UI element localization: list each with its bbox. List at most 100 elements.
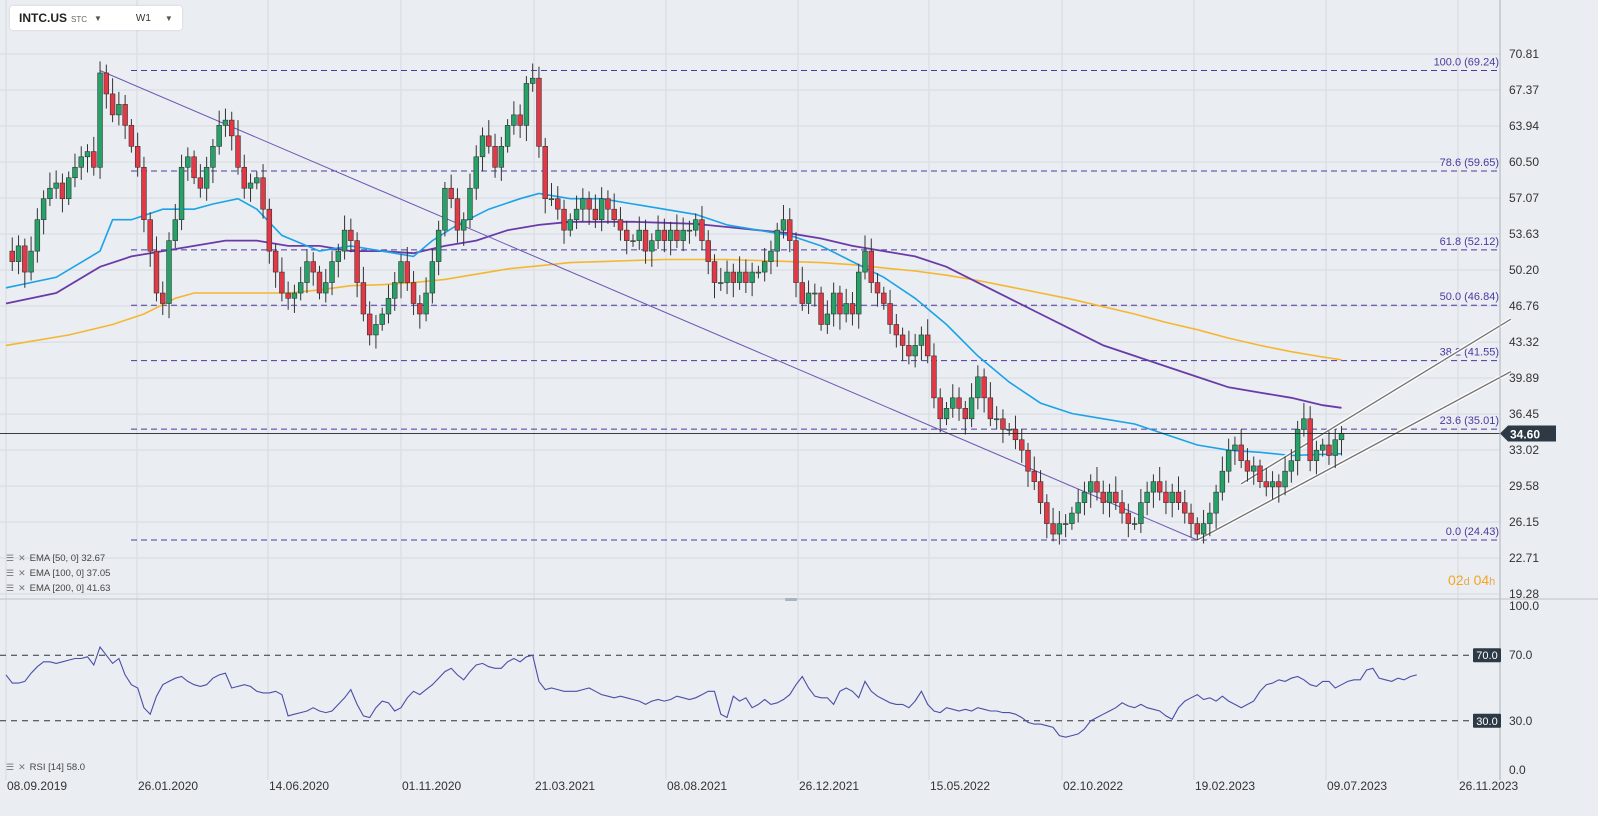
candle-down	[59, 182, 66, 200]
candle-down	[1156, 481, 1163, 493]
candle-up	[950, 397, 956, 409]
candle-down	[937, 397, 943, 420]
candle-down	[9, 250, 15, 262]
price-tick-label: 67.37	[1509, 83, 1539, 97]
candle-down	[109, 93, 116, 116]
candle-down	[1000, 418, 1006, 430]
symbol-selector[interactable]: INTC.US STC ▼ W1 ▼	[10, 6, 182, 30]
candle-up	[680, 229, 686, 241]
candle-down	[874, 282, 881, 294]
candle-up	[1313, 449, 1320, 462]
axes: 70.81 67.37 63.94 60.50 57.07 53.63 50.20 46.76…	[0, 0, 1598, 793]
candle-up	[216, 125, 222, 147]
candle-up	[1088, 481, 1094, 493]
channel-lower-line	[1196, 370, 1512, 541]
fibonacci-levels[interactable]: 100.0 (69.24) 78.6 (59.65) 61.8 (52.12) 50.…	[131, 56, 1500, 541]
candle-up	[72, 166, 78, 179]
candle-down	[492, 146, 498, 168]
candle-up	[1288, 460, 1295, 472]
symbol-name[interactable]: INTC.US	[19, 11, 67, 25]
candle-up	[968, 397, 975, 420]
candle-down	[617, 219, 624, 231]
date-tick-label: 26.01.2020	[138, 779, 198, 793]
trend-lines[interactable]	[99, 70, 1512, 542]
settings-icon[interactable]: ☰	[6, 568, 15, 578]
date-tick-label: 26.11.2023	[1459, 779, 1518, 793]
candle-up	[1338, 433, 1345, 441]
candle-up	[1213, 491, 1219, 514]
candle-down	[517, 114, 523, 126]
price-tick-label: 36.45	[1509, 407, 1539, 421]
candle-down	[486, 135, 492, 147]
rsi-tick-label: 0.0	[1509, 763, 1526, 777]
settings-icon[interactable]: ☰	[6, 762, 15, 772]
candle-up	[291, 292, 298, 299]
candle-down	[642, 229, 649, 252]
close-icon[interactable]: ✕	[18, 583, 26, 593]
chevron-down-icon[interactable]: ▼	[94, 13, 102, 23]
rsi-level-label: 70.0	[1476, 650, 1497, 662]
legend-ema200[interactable]: ☰ ✕ EMA [200, 0] 41.63	[6, 583, 110, 594]
candle-down	[122, 104, 128, 126]
candle-up	[780, 219, 787, 231]
candle-down	[818, 292, 824, 325]
date-tick-label: 09.07.2023	[1327, 779, 1387, 793]
date-tick-label: 01.11.2020	[402, 779, 461, 793]
candle-down	[454, 198, 461, 231]
close-icon[interactable]: ✕	[18, 553, 26, 563]
legend-ema50[interactable]: ☰ ✕ EMA [50, 0] 32.67	[6, 553, 105, 564]
settings-icon[interactable]: ☰	[6, 583, 15, 593]
settings-icon[interactable]: ☰	[6, 553, 15, 563]
price-tick-label: 50.20	[1509, 263, 1539, 277]
fib-level-label: 61.8 (52.12)	[1440, 236, 1499, 248]
legend-ema200-label: EMA [200, 0] 41.63	[29, 583, 111, 594]
candle-up	[222, 119, 229, 126]
legend-ema100[interactable]: ☰ ✕ EMA [100, 0] 37.05	[6, 568, 110, 579]
candle-up	[1269, 481, 1276, 488]
candle-down	[931, 355, 937, 399]
candle-down	[1100, 491, 1106, 503]
candle-up	[15, 245, 22, 262]
candle-up	[755, 271, 762, 274]
candle-down	[586, 198, 592, 210]
rsi-level-label: 30.0	[1476, 716, 1497, 728]
candle-down	[1119, 502, 1125, 514]
candle-up	[1207, 512, 1213, 524]
date-tick-label: 21.03.2021	[535, 779, 595, 793]
candle-up	[824, 313, 831, 325]
timeframe-selector[interactable]: W1	[135, 12, 151, 24]
candle-up	[993, 418, 1000, 421]
candle-up	[943, 408, 950, 420]
legend-rsi[interactable]: ☰ ✕ RSI [14] 58.0	[6, 762, 85, 773]
close-icon[interactable]: ✕	[18, 568, 26, 578]
chevron-down-icon[interactable]: ▼	[164, 13, 173, 23]
ema50-line	[5, 192, 1342, 457]
candle-up	[461, 219, 467, 231]
date-tick-label: 19.02.2023	[1195, 779, 1255, 793]
candle-up	[692, 219, 699, 231]
candle-down	[924, 334, 931, 357]
candle-up	[598, 198, 605, 220]
rsi-tick-label: 100.0	[1509, 599, 1539, 613]
candle-down	[1326, 444, 1332, 456]
candle-up	[636, 229, 642, 241]
candle-up	[918, 334, 925, 346]
candle-up	[975, 376, 981, 399]
candle-up	[172, 219, 178, 241]
candle-up	[724, 271, 730, 283]
rsi-panel: 100.0 70.0 30.0 0.0 70.0 30.0	[0, 599, 1539, 777]
close-icon[interactable]: ✕	[18, 762, 26, 772]
price-tick-label: 70.81	[1509, 47, 1539, 61]
candle-down	[1113, 491, 1119, 503]
price-tick-label: 39.89	[1509, 371, 1539, 385]
candle-up	[1081, 491, 1088, 503]
candle-down	[611, 208, 617, 220]
candle-down	[1263, 481, 1269, 488]
candle-up	[78, 156, 84, 168]
candle-down	[1094, 481, 1100, 493]
candle-down	[906, 345, 912, 357]
candle-up	[116, 104, 122, 116]
candle-down	[799, 282, 805, 304]
candle-down	[260, 177, 266, 210]
